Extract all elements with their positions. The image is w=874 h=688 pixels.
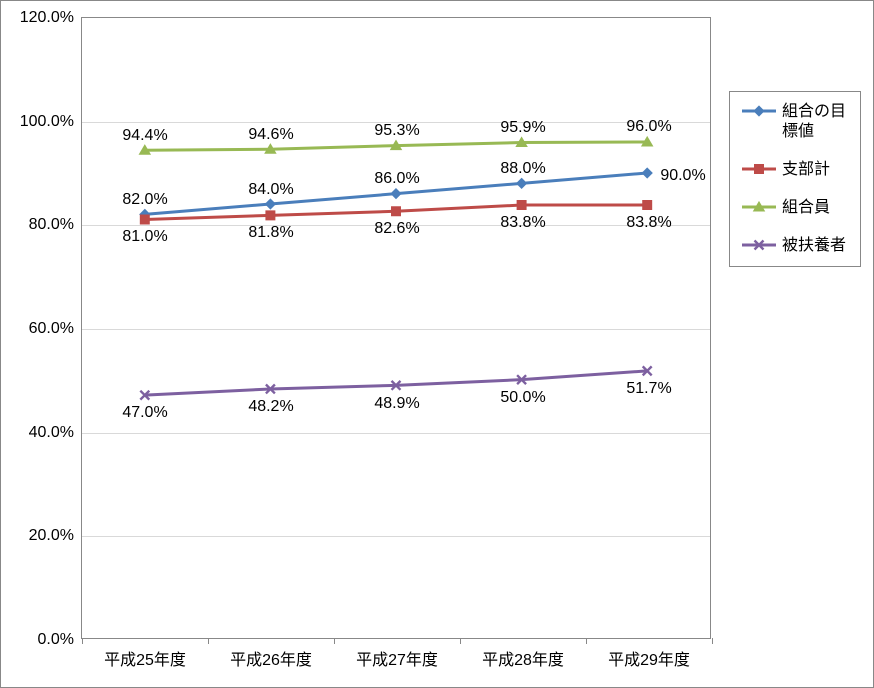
series-marker [517,201,526,210]
data-label: 48.2% [248,398,293,416]
y-axis-tick-label: 100.0% [20,113,82,131]
legend-label: 組合の目標値 [782,102,848,142]
data-label: 88.0% [500,160,545,178]
data-label: 81.0% [122,228,167,246]
legend-label: 組合員 [782,198,830,218]
x-axis-tick-mark [208,638,209,644]
legend-marker-icon [742,104,776,118]
legend: 組合の目標値支部計組合員被扶養者 [729,91,861,267]
data-label: 84.0% [248,181,293,199]
data-label: 94.6% [248,126,293,144]
data-label: 82.0% [122,191,167,209]
series-marker [643,201,652,210]
y-axis-tick-label: 60.0% [29,320,82,338]
y-axis-tick-label: 20.0% [29,527,82,545]
x-axis-tick-label: 平成28年度 [482,638,564,670]
series-layer [82,18,710,638]
data-label: 81.8% [248,224,293,242]
series-marker [391,189,401,199]
data-label: 47.0% [122,404,167,422]
legend-marker-icon [742,162,776,176]
data-label: 95.9% [500,119,545,137]
data-label: 82.6% [374,220,419,238]
x-axis-tick-mark [586,638,587,644]
series-marker [517,178,527,188]
data-label: 51.7% [626,380,671,398]
x-axis-tick-label: 平成29年度 [608,638,690,670]
series-line [145,371,647,395]
x-axis-tick-label: 平成25年度 [104,638,186,670]
series-marker [140,215,149,224]
data-label: 96.0% [626,118,671,136]
data-label: 94.4% [122,127,167,145]
series-marker [392,207,401,216]
x-axis-tick-mark [82,638,83,644]
data-label: 48.9% [374,395,419,413]
x-axis-tick-mark [460,638,461,644]
x-axis-tick-mark [712,638,713,644]
y-axis-tick-label: 120.0% [20,9,82,27]
plot-area: 0.0%20.0%40.0%60.0%80.0%100.0%120.0%平成25… [81,17,711,639]
legend-marker-icon [742,238,776,252]
legend-item: 組合の目標値 [742,102,848,142]
legend-item: 組合員 [742,198,848,218]
y-axis-tick-label: 40.0% [29,424,82,442]
chart-container: 0.0% 20.0% 40.0% 60.0% 80.0% 100.0% 120.0% 平成25… [0,0,874,688]
series-marker [642,168,652,178]
legend-label: 被扶養者 [782,236,846,256]
series-marker [265,199,275,209]
data-label: 95.3% [374,122,419,140]
data-label: 50.0% [500,389,545,407]
data-label: 83.8% [626,214,671,232]
y-axis-tick-label: 80.0% [29,216,82,234]
y-axis-tick-label: 0.0% [38,631,82,649]
data-label: 86.0% [374,170,419,188]
legend-item: 被扶養者 [742,236,848,256]
x-axis-tick-label: 平成27年度 [356,638,438,670]
legend-marker-icon [742,200,776,214]
data-label: 83.8% [500,214,545,232]
legend-label: 支部計 [782,160,830,180]
x-axis-tick-label: 平成26年度 [230,638,312,670]
data-label: 90.0% [660,167,705,185]
x-axis-tick-mark [334,638,335,644]
series-marker [266,211,275,220]
legend-item: 支部計 [742,160,848,180]
